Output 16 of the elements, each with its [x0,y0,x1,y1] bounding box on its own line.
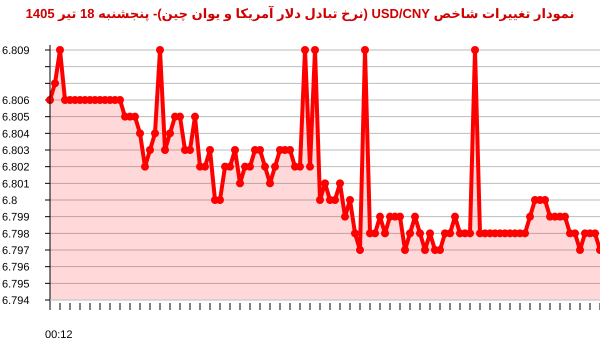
y-tick-label: 6.803 [2,145,30,157]
y-tick-label: 6.809 [2,45,30,57]
y-tick-label: 6.794 [2,295,30,307]
y-tick-label: 6.804 [2,128,30,140]
y-tick-label: 6.802 [2,162,30,174]
y-tick-label: 6.796 [2,262,30,274]
chart-title: نمودار تغییرات شاخص USD/CNY (نرخ تبادل دلار آمریکا و یوان چین)- پنجشنبه 18 تیر 1405 [26,5,574,22]
y-tick-label: 6.795 [2,278,30,290]
y-tick-label: 6.801 [2,178,30,190]
y-tick-label: 6.8 [2,195,18,207]
y-tick-label: 6.799 [2,212,30,224]
y-tick-label: 6.806 [2,95,30,107]
y-tick-label: 6.798 [2,228,30,240]
y-tick-label: 6.805 [2,112,30,124]
y-tick-label: 6.797 [2,245,30,257]
text: 00:12 [45,329,73,341]
